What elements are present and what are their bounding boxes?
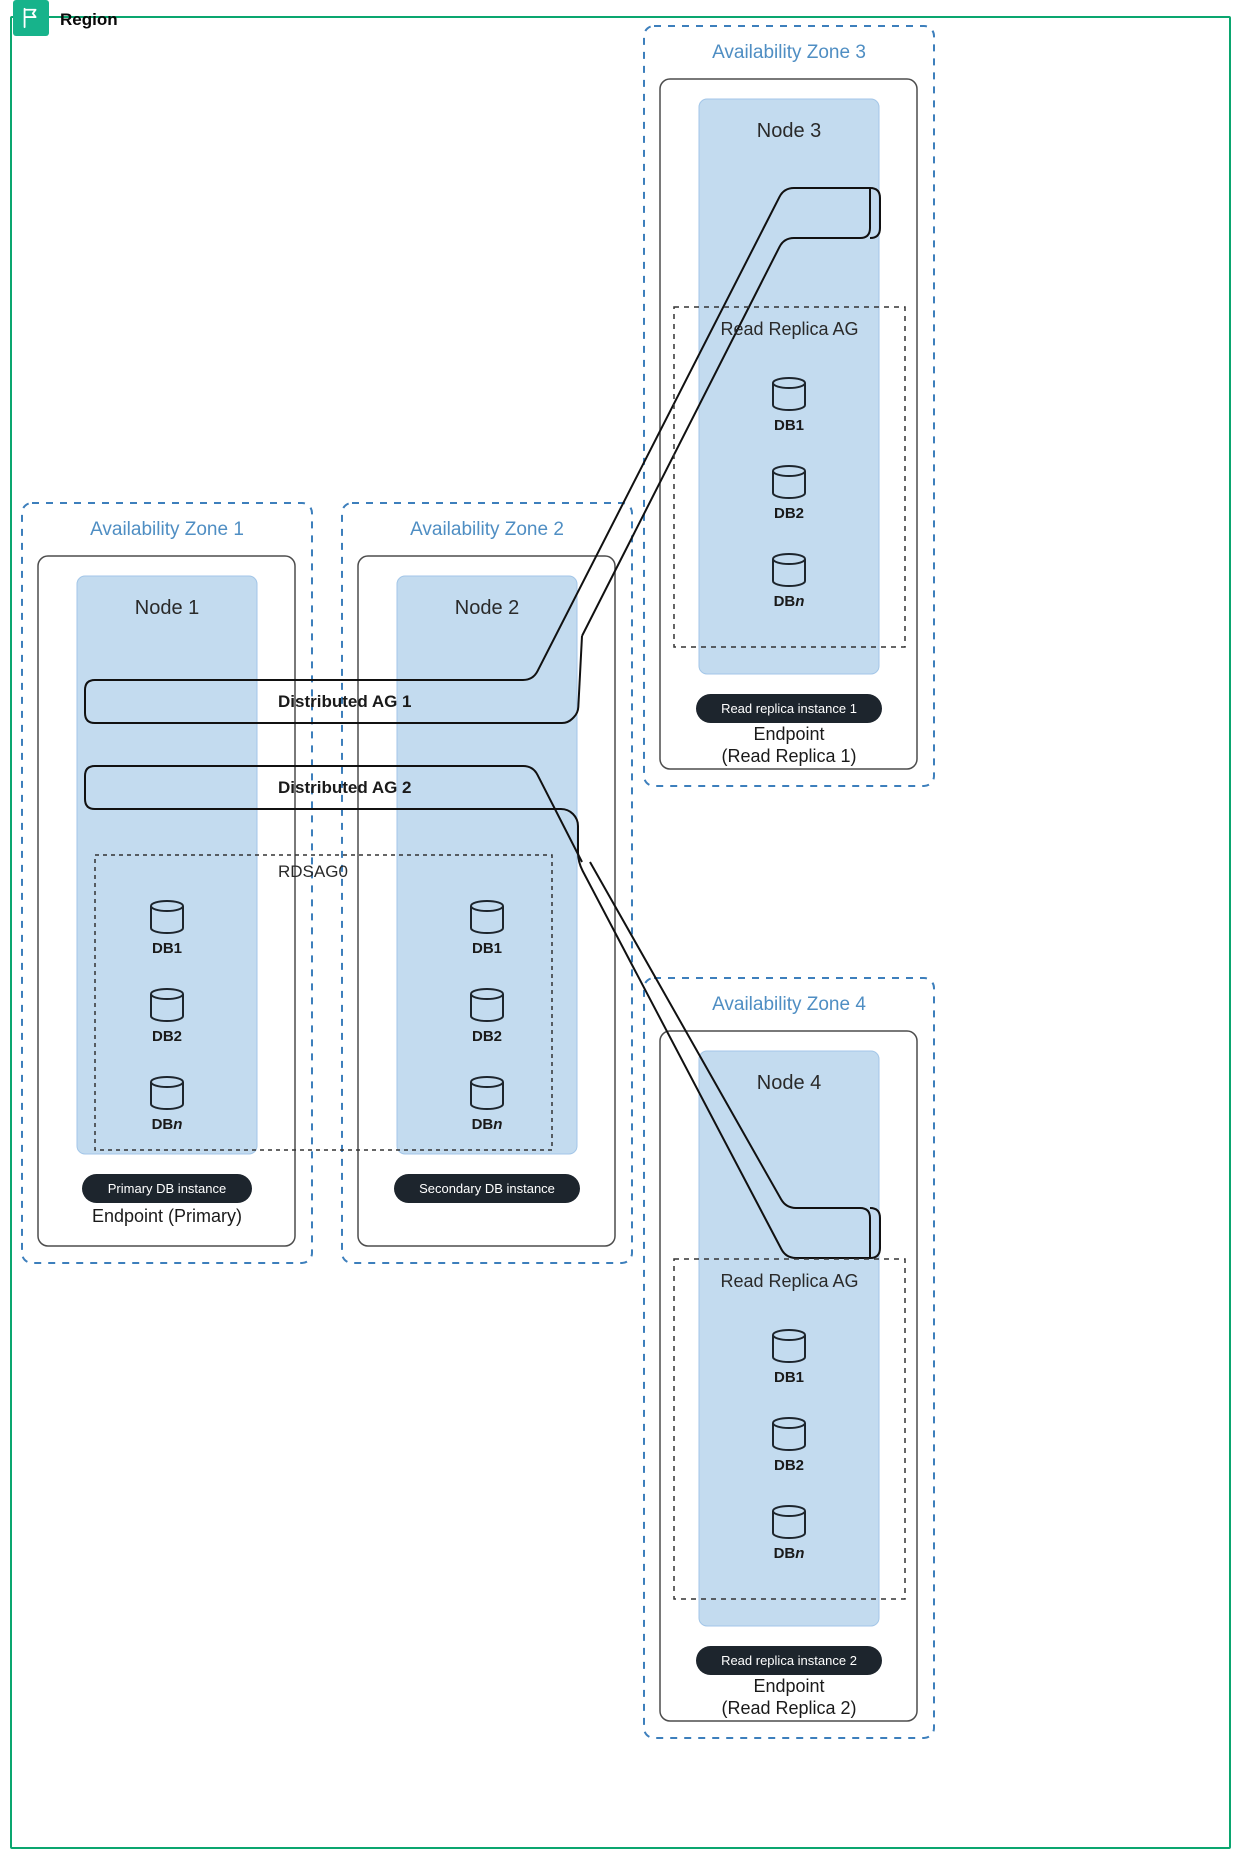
svg-text:DB2: DB2 bbox=[774, 505, 804, 522]
svg-text:Endpoint: Endpoint bbox=[753, 724, 824, 744]
region-flag-icon bbox=[13, 0, 49, 36]
svg-text:(Read Replica 1): (Read Replica 1) bbox=[721, 746, 856, 766]
svg-text:Availability Zone 1: Availability Zone 1 bbox=[90, 519, 244, 540]
svg-text:DB2: DB2 bbox=[774, 1457, 804, 1474]
svg-text:DB1: DB1 bbox=[152, 940, 182, 957]
svg-text:DB1: DB1 bbox=[774, 1369, 804, 1386]
svg-text:Node 2: Node 2 bbox=[455, 597, 520, 619]
svg-text:RDSAG0: RDSAG0 bbox=[278, 862, 348, 881]
svg-text:Availability Zone 4: Availability Zone 4 bbox=[712, 994, 866, 1015]
svg-text:DBn: DBn bbox=[774, 593, 805, 610]
svg-text:DB1: DB1 bbox=[472, 940, 502, 957]
svg-text:DB1: DB1 bbox=[774, 417, 804, 434]
svg-text:DBn: DBn bbox=[152, 1116, 183, 1133]
diagram-canvas: Availability Zone 1 Node 1 Availability Zo… bbox=[0, 0, 1241, 1857]
diagram-svg: Availability Zone 1 Node 1 Availability Zo… bbox=[0, 0, 1241, 1857]
svg-text:Node 4: Node 4 bbox=[757, 1072, 822, 1094]
svg-text:Primary DB instance: Primary DB instance bbox=[108, 1181, 226, 1196]
svg-text:DB2: DB2 bbox=[152, 1028, 182, 1045]
svg-text:Read Replica AG: Read Replica AG bbox=[720, 319, 858, 339]
svg-text:DBn: DBn bbox=[774, 1545, 805, 1562]
svg-text:Endpoint (Primary): Endpoint (Primary) bbox=[92, 1206, 242, 1226]
svg-text:Secondary DB instance: Secondary DB instance bbox=[419, 1181, 555, 1196]
svg-text:(Read Replica 2): (Read Replica 2) bbox=[721, 1698, 856, 1718]
svg-text:Node 3: Node 3 bbox=[757, 120, 822, 142]
svg-text:Distributed AG 1: Distributed AG 1 bbox=[278, 692, 412, 711]
svg-text:Availability Zone 2: Availability Zone 2 bbox=[410, 519, 564, 540]
svg-text:Read Replica AG: Read Replica AG bbox=[720, 1271, 858, 1291]
svg-text:Availability Zone 3: Availability Zone 3 bbox=[712, 42, 866, 63]
az4-node bbox=[699, 1051, 879, 1626]
az1-node bbox=[77, 576, 257, 1154]
svg-text:Endpoint: Endpoint bbox=[753, 1676, 824, 1696]
az2-node bbox=[397, 576, 577, 1154]
svg-text:Node 1: Node 1 bbox=[135, 597, 200, 619]
svg-text:Distributed AG 2: Distributed AG 2 bbox=[278, 778, 412, 797]
svg-text:DBn: DBn bbox=[472, 1116, 503, 1133]
az3-node bbox=[699, 99, 879, 674]
svg-text:Read replica instance 1: Read replica instance 1 bbox=[721, 701, 857, 716]
svg-text:DB2: DB2 bbox=[472, 1028, 502, 1045]
svg-text:Read replica instance 2: Read replica instance 2 bbox=[721, 1653, 857, 1668]
region-label: Region bbox=[60, 10, 118, 30]
base-layer: Availability Zone 1 Node 1 Availability Zo… bbox=[22, 26, 934, 1738]
